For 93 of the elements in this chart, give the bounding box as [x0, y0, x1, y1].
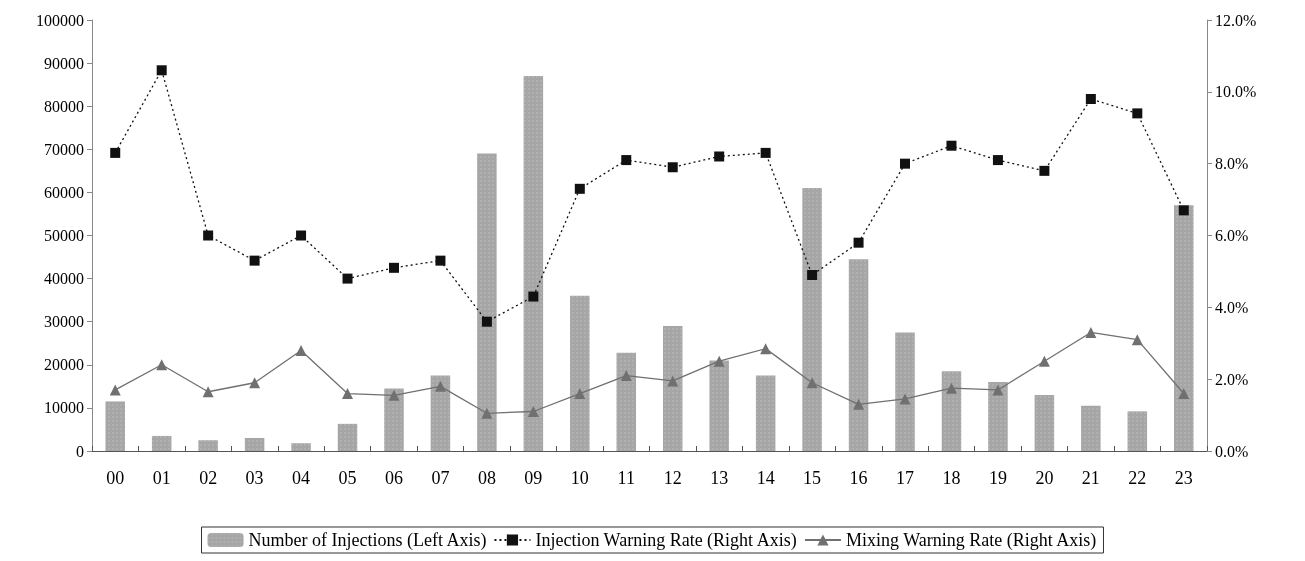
y-tick-label: 80000 — [44, 97, 84, 115]
point — [202, 386, 214, 398]
point — [714, 151, 725, 162]
point — [667, 375, 679, 387]
point — [621, 155, 632, 166]
point — [1178, 205, 1189, 216]
y-tick-label: 20000 — [44, 356, 84, 374]
x-tick-label: 05 — [338, 468, 357, 488]
point — [156, 359, 168, 371]
x-tick-label: 17 — [896, 468, 915, 488]
x-tick-label: 07 — [431, 468, 450, 488]
y2-tick-label: 6.0% — [1215, 227, 1249, 244]
x-tick-label: 20 — [1035, 468, 1054, 488]
point — [1131, 334, 1143, 346]
x-tick-label: 18 — [942, 468, 961, 488]
point — [481, 316, 492, 327]
y2-tick-label: 12.0% — [1215, 11, 1257, 29]
point — [109, 384, 121, 396]
point — [388, 389, 400, 401]
x-tick-label: 14 — [756, 468, 775, 488]
point — [296, 230, 307, 241]
point — [807, 270, 818, 281]
x-tick-label: 19 — [988, 468, 1007, 488]
point — [1085, 326, 1097, 338]
y-tick-label: 40000 — [44, 270, 84, 288]
point — [1132, 108, 1143, 119]
point — [1039, 165, 1050, 176]
point — [760, 343, 772, 355]
x-tick-label: 08 — [477, 468, 496, 488]
point — [528, 291, 539, 302]
point — [342, 388, 354, 400]
point — [435, 255, 446, 266]
point — [388, 262, 399, 273]
point — [806, 377, 818, 389]
point — [574, 183, 585, 194]
point — [853, 237, 864, 248]
x-tick-label: 09 — [524, 468, 543, 488]
y-tick-label: 30000 — [44, 313, 84, 331]
point — [574, 388, 586, 400]
legend-label: Number of Injections (Left Axis) — [248, 530, 487, 551]
x-tick-label: 22 — [1128, 468, 1147, 488]
x-tick-label: 21 — [1081, 468, 1100, 488]
y-tick-label: 0 — [76, 442, 84, 460]
x-tick-label: 04 — [292, 468, 311, 488]
point — [899, 393, 911, 405]
x-tick-label: 23 — [1174, 468, 1193, 488]
point — [1178, 388, 1190, 400]
point — [1038, 355, 1050, 367]
point — [760, 147, 771, 158]
y2-tick-label: 0.0% — [1215, 442, 1249, 460]
point — [1085, 94, 1096, 105]
point — [527, 405, 539, 417]
point — [667, 162, 678, 173]
y-tick-label: 10000 — [44, 399, 84, 417]
y2-tick-label: 8.0% — [1215, 155, 1249, 173]
point — [156, 65, 167, 76]
point — [945, 382, 957, 394]
point — [295, 344, 307, 356]
x-tick-label: 16 — [849, 468, 868, 488]
x-tick-label: 03 — [245, 468, 264, 488]
x-tick-label: 15 — [803, 468, 822, 488]
point — [713, 355, 725, 367]
y2-tick-label: 10.0% — [1215, 83, 1257, 101]
y-tick-label: 50000 — [44, 227, 84, 244]
y-tick-label: 60000 — [44, 183, 84, 201]
point — [434, 380, 446, 392]
y2-tick-label: 2.0% — [1215, 370, 1249, 388]
point — [992, 384, 1004, 396]
point — [342, 273, 353, 284]
y2-tick-label: 4.0% — [1215, 298, 1249, 316]
point — [203, 230, 214, 241]
legend-label: Mixing Warning Rate (Right Axis) — [845, 530, 1097, 551]
y-tick-label: 90000 — [44, 54, 84, 72]
y-tick-label: 70000 — [44, 140, 84, 158]
x-tick-label: 00 — [106, 468, 125, 488]
x-tick-label: 11 — [617, 468, 635, 488]
point — [481, 407, 493, 419]
y-tick-label: 100000 — [36, 11, 84, 29]
point — [900, 158, 911, 169]
x-tick-label: 10 — [570, 468, 589, 488]
legend-label: Injection Warning Rate (Right Axis) — [535, 530, 797, 551]
point — [249, 255, 260, 266]
x-tick-label: 01 — [152, 468, 171, 488]
x-tick-label: 02 — [199, 468, 218, 488]
x-tick-label: 06 — [384, 468, 403, 488]
point — [992, 155, 1003, 166]
point — [249, 377, 261, 389]
point — [946, 140, 957, 151]
point — [110, 147, 121, 158]
point — [853, 398, 865, 410]
x-tick-label: 13 — [710, 468, 729, 488]
point — [620, 370, 632, 382]
x-tick-label: 12 — [663, 468, 682, 488]
